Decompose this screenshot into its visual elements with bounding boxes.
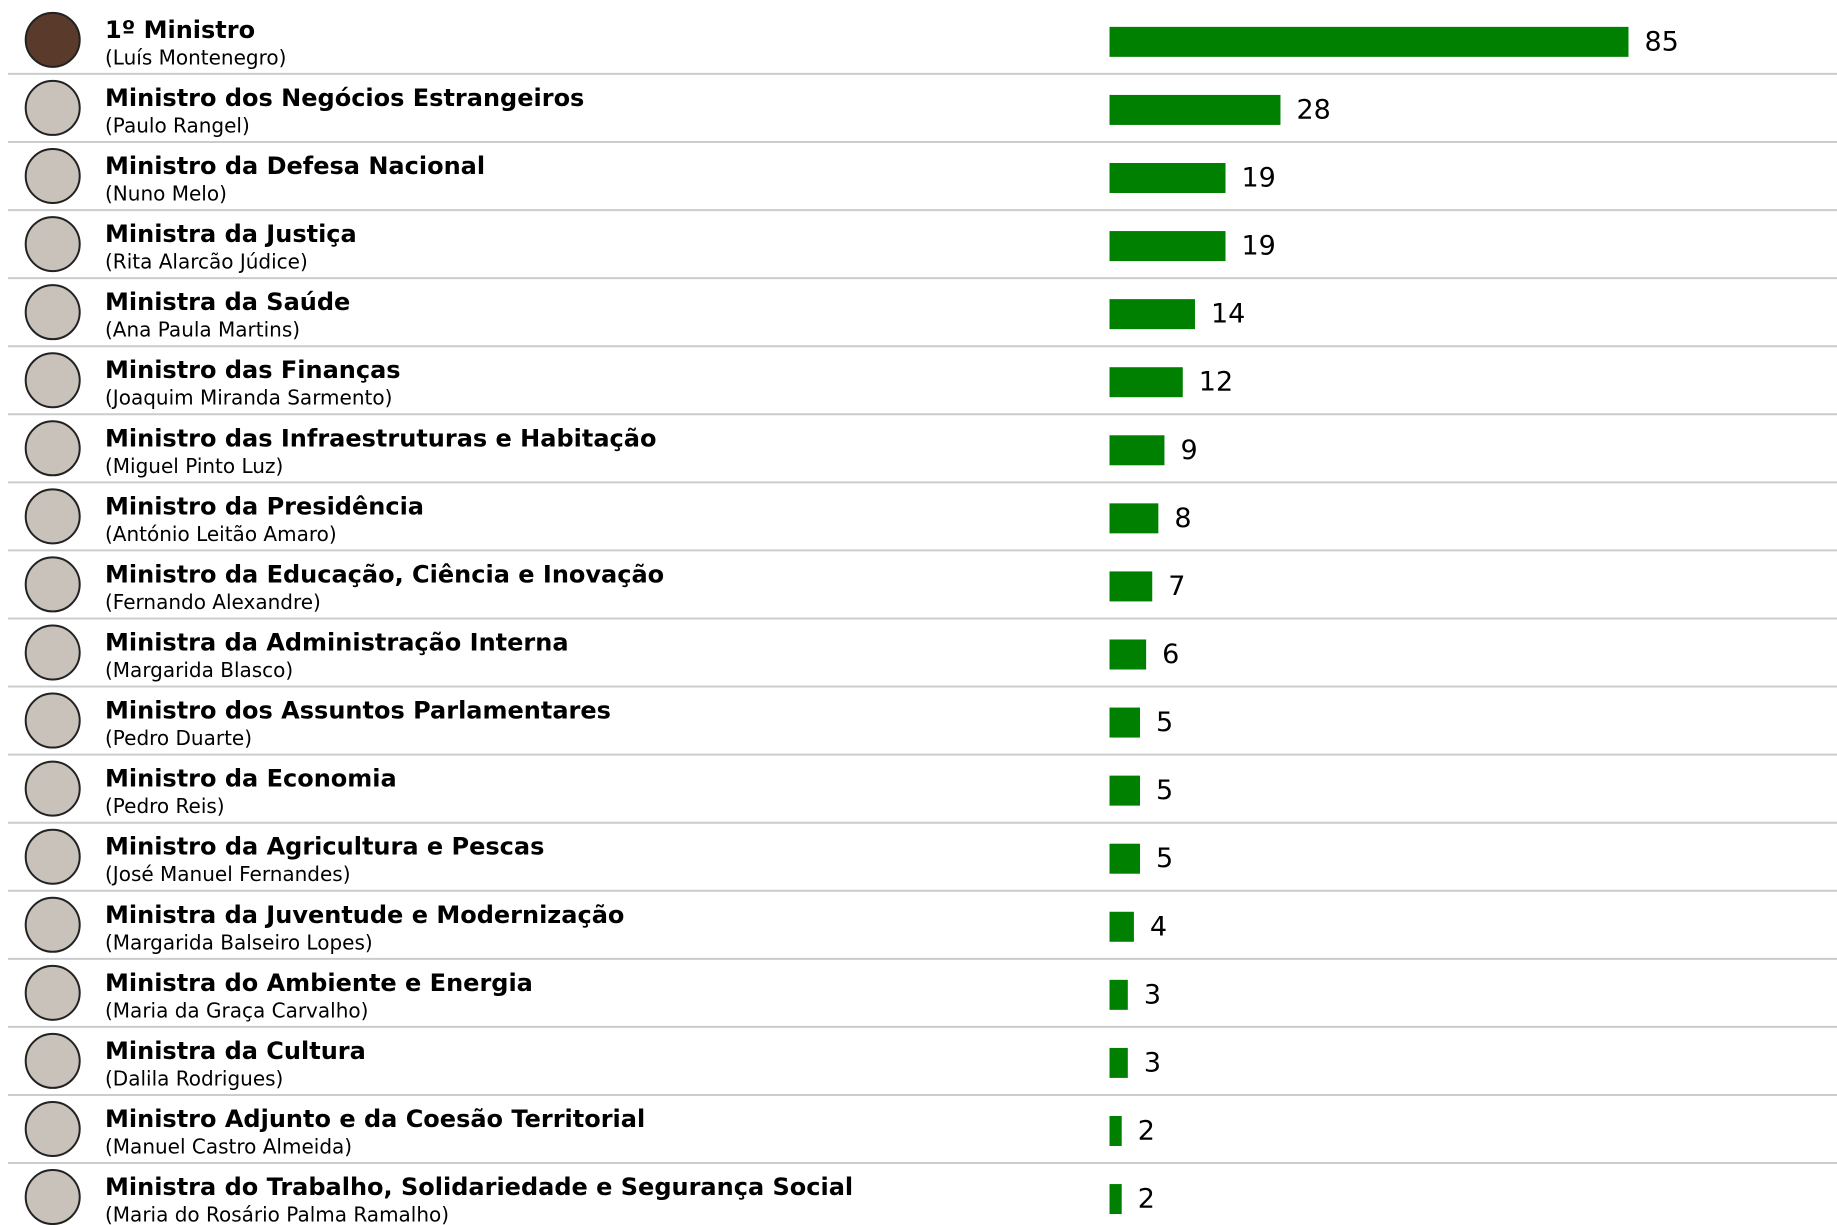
bar (1109, 231, 1226, 262)
role-label: Ministro das Finanças (105, 356, 401, 384)
bar (1109, 843, 1141, 874)
avatar (24, 828, 81, 885)
role-label: Ministro da Educação, Ciência e Inovação (105, 560, 664, 588)
value-label: 2 (1138, 1184, 1155, 1215)
value-label: 19 (1242, 163, 1276, 194)
value-label: 8 (1174, 503, 1191, 534)
avatar (24, 148, 81, 204)
avatar (24, 760, 81, 817)
person-label: (Rita Alarcão Júdice) (105, 250, 308, 274)
role-label: Ministro dos Negócios Estrangeiros (105, 84, 584, 112)
role-label: Ministra do Trabalho, Solidariedade e Se… (105, 1173, 853, 1201)
role-label: Ministra da Justiça (105, 220, 357, 248)
bar (1109, 367, 1183, 398)
value-label: 19 (1242, 231, 1276, 262)
person-label: (Luís Montenegro) (105, 45, 286, 69)
avatar (24, 284, 81, 341)
person-label: (Miguel Pinto Luz) (105, 454, 283, 478)
avatar (24, 1100, 81, 1157)
bar (1109, 26, 1629, 57)
avatar (24, 1032, 81, 1089)
person-label: (António Leitão Amaro) (105, 522, 337, 546)
person-label: (Margarida Blasco) (105, 658, 293, 682)
value-label: 5 (1156, 707, 1173, 738)
avatar (24, 1169, 81, 1225)
value-label: 5 (1156, 843, 1173, 874)
person-label: (Joaquim Miranda Sarmento) (105, 386, 392, 410)
bar (1109, 1115, 1122, 1146)
avatar (24, 216, 81, 273)
role-label: Ministro dos Assuntos Parlamentares (105, 697, 611, 725)
avatar (24, 79, 81, 136)
person-label: (Margarida Balseiro Lopes) (105, 930, 373, 954)
bar (1109, 911, 1134, 942)
value-label: 4 (1150, 911, 1167, 942)
value-label: 28 (1296, 94, 1330, 125)
role-label: Ministro da Defesa Nacional (105, 152, 485, 180)
value-label: 12 (1199, 367, 1233, 398)
role-label: Ministra da Juventude e Modernização (105, 901, 624, 929)
role-label: Ministra do Ambiente e Energia (105, 969, 533, 997)
person-label: (Pedro Reis) (105, 794, 225, 818)
value-label: 3 (1144, 1047, 1161, 1078)
person-label: (Maria da Graça Carvalho) (105, 998, 368, 1022)
role-label: Ministro da Presidência (105, 492, 424, 520)
person-label: (José Manuel Fernandes) (105, 862, 351, 886)
role-label: Ministra da Administração Interna (105, 628, 569, 656)
avatar (24, 556, 81, 613)
bar (1109, 299, 1195, 330)
value-label: 2 (1138, 1115, 1155, 1146)
avatar (24, 488, 81, 545)
role-label: Ministro da Economia (105, 765, 397, 793)
avatar (24, 692, 81, 749)
value-label: 9 (1180, 435, 1197, 466)
role-label: Ministra da Saúde (105, 288, 350, 316)
person-label: (Ana Paula Martins) (105, 318, 300, 342)
person-label: (Fernando Alexandre) (105, 590, 321, 614)
avatar (24, 420, 81, 477)
avatar (24, 11, 81, 68)
bar (1109, 1184, 1122, 1215)
role-label: Ministra da Cultura (105, 1037, 366, 1065)
bar (1109, 571, 1153, 602)
role-label: Ministro das Infraestruturas e Habitação (105, 424, 656, 452)
value-label: 6 (1162, 639, 1179, 670)
role-label: Ministro Adjunto e da Coesão Territorial (105, 1105, 645, 1133)
person-label: (Nuno Melo) (105, 182, 227, 206)
person-label: (Paulo Rangel) (105, 113, 250, 137)
bar (1109, 94, 1281, 125)
bar (1109, 707, 1141, 738)
value-label: 5 (1156, 775, 1173, 806)
value-label: 7 (1168, 571, 1185, 602)
value-label: 14 (1211, 299, 1245, 330)
bar (1109, 503, 1159, 534)
bar (1109, 163, 1226, 193)
role-label: 1º Ministro (105, 16, 255, 44)
bar (1109, 639, 1147, 670)
role-label: Ministro da Agricultura e Pescas (105, 833, 544, 861)
bar (1109, 775, 1141, 806)
avatar (24, 896, 81, 953)
bar (1109, 435, 1165, 466)
person-label: (Dalila Rodrigues) (105, 1066, 283, 1090)
avatar (24, 624, 81, 681)
bar (1109, 1047, 1128, 1078)
value-label: 85 (1645, 26, 1679, 57)
avatar (24, 964, 81, 1021)
avatar (24, 352, 81, 409)
person-label: (Maria do Rosário Palma Ramalho) (105, 1203, 449, 1225)
bar (1109, 979, 1128, 1010)
person-label: (Manuel Castro Almeida) (105, 1134, 352, 1158)
value-label: 3 (1144, 979, 1161, 1010)
person-label: (Pedro Duarte) (105, 726, 252, 750)
